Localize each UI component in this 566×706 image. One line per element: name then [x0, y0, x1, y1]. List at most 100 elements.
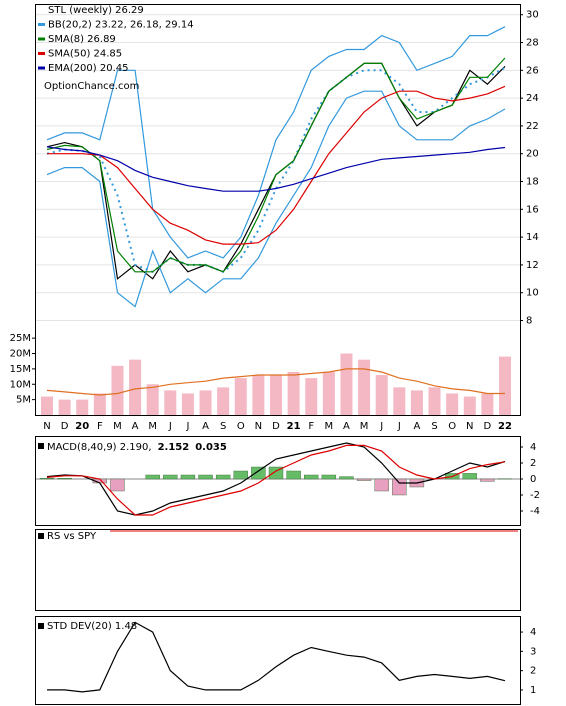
- histogram-bar: [286, 470, 301, 480]
- legend-label: SMA(50) 24.85: [48, 49, 122, 60]
- x-tick-label: 22: [498, 421, 512, 432]
- std-line: [47, 621, 506, 693]
- y-tick-label: 25M: [10, 333, 31, 344]
- volume-bar: [181, 393, 194, 415]
- histogram-bar: [392, 478, 407, 496]
- histogram-bar: [251, 466, 266, 480]
- volume-bar: [463, 396, 476, 415]
- macd-frame: [35, 436, 521, 526]
- histogram-bar: [321, 474, 337, 480]
- price-line: [46, 90, 506, 308]
- std-lines: [47, 621, 506, 693]
- histogram-bar: [374, 478, 389, 492]
- volume-bar: [41, 396, 53, 415]
- y-tick-label: 4: [530, 442, 536, 453]
- x-tick-label: F: [308, 421, 314, 432]
- x-tick-label: A: [343, 421, 350, 432]
- volume-bar: [340, 353, 353, 415]
- std-title: STD DEV(20) 1.48: [47, 621, 137, 632]
- y-tick-label: 24: [526, 93, 539, 104]
- macd-legend: MACD(8,40,9) 2.190,: [47, 442, 152, 453]
- histogram-bar: [304, 474, 319, 480]
- x-tick-label: M: [148, 421, 157, 432]
- macd-legend: 0.035: [195, 442, 227, 453]
- price-line: [46, 57, 506, 273]
- histogram-bar: [339, 476, 354, 480]
- volume-bar: [446, 393, 459, 415]
- x-tick-label: A: [132, 421, 139, 432]
- y-tick-label: 1: [530, 685, 536, 696]
- x-tick-label: O: [237, 421, 245, 432]
- rs-title: RS vs SPY: [47, 531, 97, 542]
- legend-label: BB(20,2) 23.22, 26.18, 29.14: [48, 20, 194, 31]
- x-tick-label: J: [379, 421, 383, 432]
- legend-swatch: [38, 533, 44, 539]
- legend-swatch: [38, 623, 44, 629]
- x-tick-label: D: [61, 421, 69, 432]
- histogram-bar: [57, 478, 72, 480]
- histogram-bar: [233, 470, 248, 480]
- y-tick-label: -2: [530, 490, 540, 501]
- volume-bar: [428, 387, 441, 415]
- x-tick-label: D: [272, 421, 280, 432]
- y-tick-label: 4: [530, 627, 536, 638]
- y-tick-label: 10: [526, 288, 539, 299]
- y-tick-label: 28: [526, 38, 539, 49]
- y-tick-label: 18: [526, 177, 539, 188]
- x-tick-label: M: [113, 421, 122, 432]
- std-frame: [35, 616, 521, 705]
- volume-bar: [287, 371, 300, 415]
- x-tick-label: J: [168, 421, 172, 432]
- volume-average: [46, 368, 505, 396]
- y-tick-label: 12: [526, 260, 539, 271]
- y-tick-label: 0: [530, 474, 536, 485]
- y-tick-label: -4: [530, 506, 540, 517]
- macd-line: [46, 442, 506, 516]
- volume-bar: [58, 399, 71, 415]
- x-tick-label: 20: [75, 421, 89, 432]
- y-tick-label: 14: [526, 232, 539, 243]
- price-line: [46, 26, 506, 259]
- volume-bar: [358, 359, 371, 415]
- histogram-bar: [110, 478, 125, 492]
- volume-bar: [322, 371, 335, 415]
- histogram-bar: [39, 478, 55, 480]
- histogram-bar: [356, 478, 372, 481]
- histogram-bar: [215, 474, 231, 480]
- y-tick-label: 22: [526, 121, 539, 132]
- histogram-bar: [198, 474, 213, 480]
- volume-bar: [481, 393, 494, 415]
- legend-swatch: [38, 443, 44, 449]
- x-tick-label: N: [43, 421, 50, 432]
- y-tick-label: 8: [526, 315, 532, 326]
- x-tick-label: A: [202, 421, 209, 432]
- volume-bar: [164, 390, 177, 415]
- x-tick-label: S: [431, 421, 437, 432]
- y-tick-label: 15M: [10, 364, 31, 375]
- price-line: [47, 85, 506, 245]
- volume-bar: [410, 390, 423, 415]
- legend-label: STL (weekly) 26.29: [48, 5, 144, 16]
- x-tick-label: J: [185, 421, 189, 432]
- histogram-bar: [163, 474, 178, 480]
- volume-bar: [393, 387, 406, 415]
- volume-bar: [375, 375, 388, 415]
- y-tick-label: 16: [526, 204, 539, 215]
- y-tick-label: 2: [530, 666, 536, 677]
- volume-bar: [305, 378, 318, 415]
- x-tick-label: D: [484, 421, 492, 432]
- legend-label: EMA(200) 20.45: [48, 63, 128, 74]
- y-tick-label: 30: [526, 10, 539, 21]
- x-tick-label: N: [466, 421, 473, 432]
- histogram-bar: [180, 474, 196, 480]
- price-lines: [46, 26, 506, 308]
- y-tick-label: 20M: [10, 349, 31, 360]
- price-line: [46, 62, 506, 280]
- legend-label: SMA(8) 26.89: [48, 34, 116, 45]
- x-tick-label: N: [255, 421, 262, 432]
- volume-bar: [270, 375, 282, 415]
- x-tick-label: S: [220, 421, 226, 432]
- x-tick-label: J: [397, 421, 401, 432]
- rs-frame: [35, 529, 521, 611]
- y-tick-label: 26: [526, 65, 539, 76]
